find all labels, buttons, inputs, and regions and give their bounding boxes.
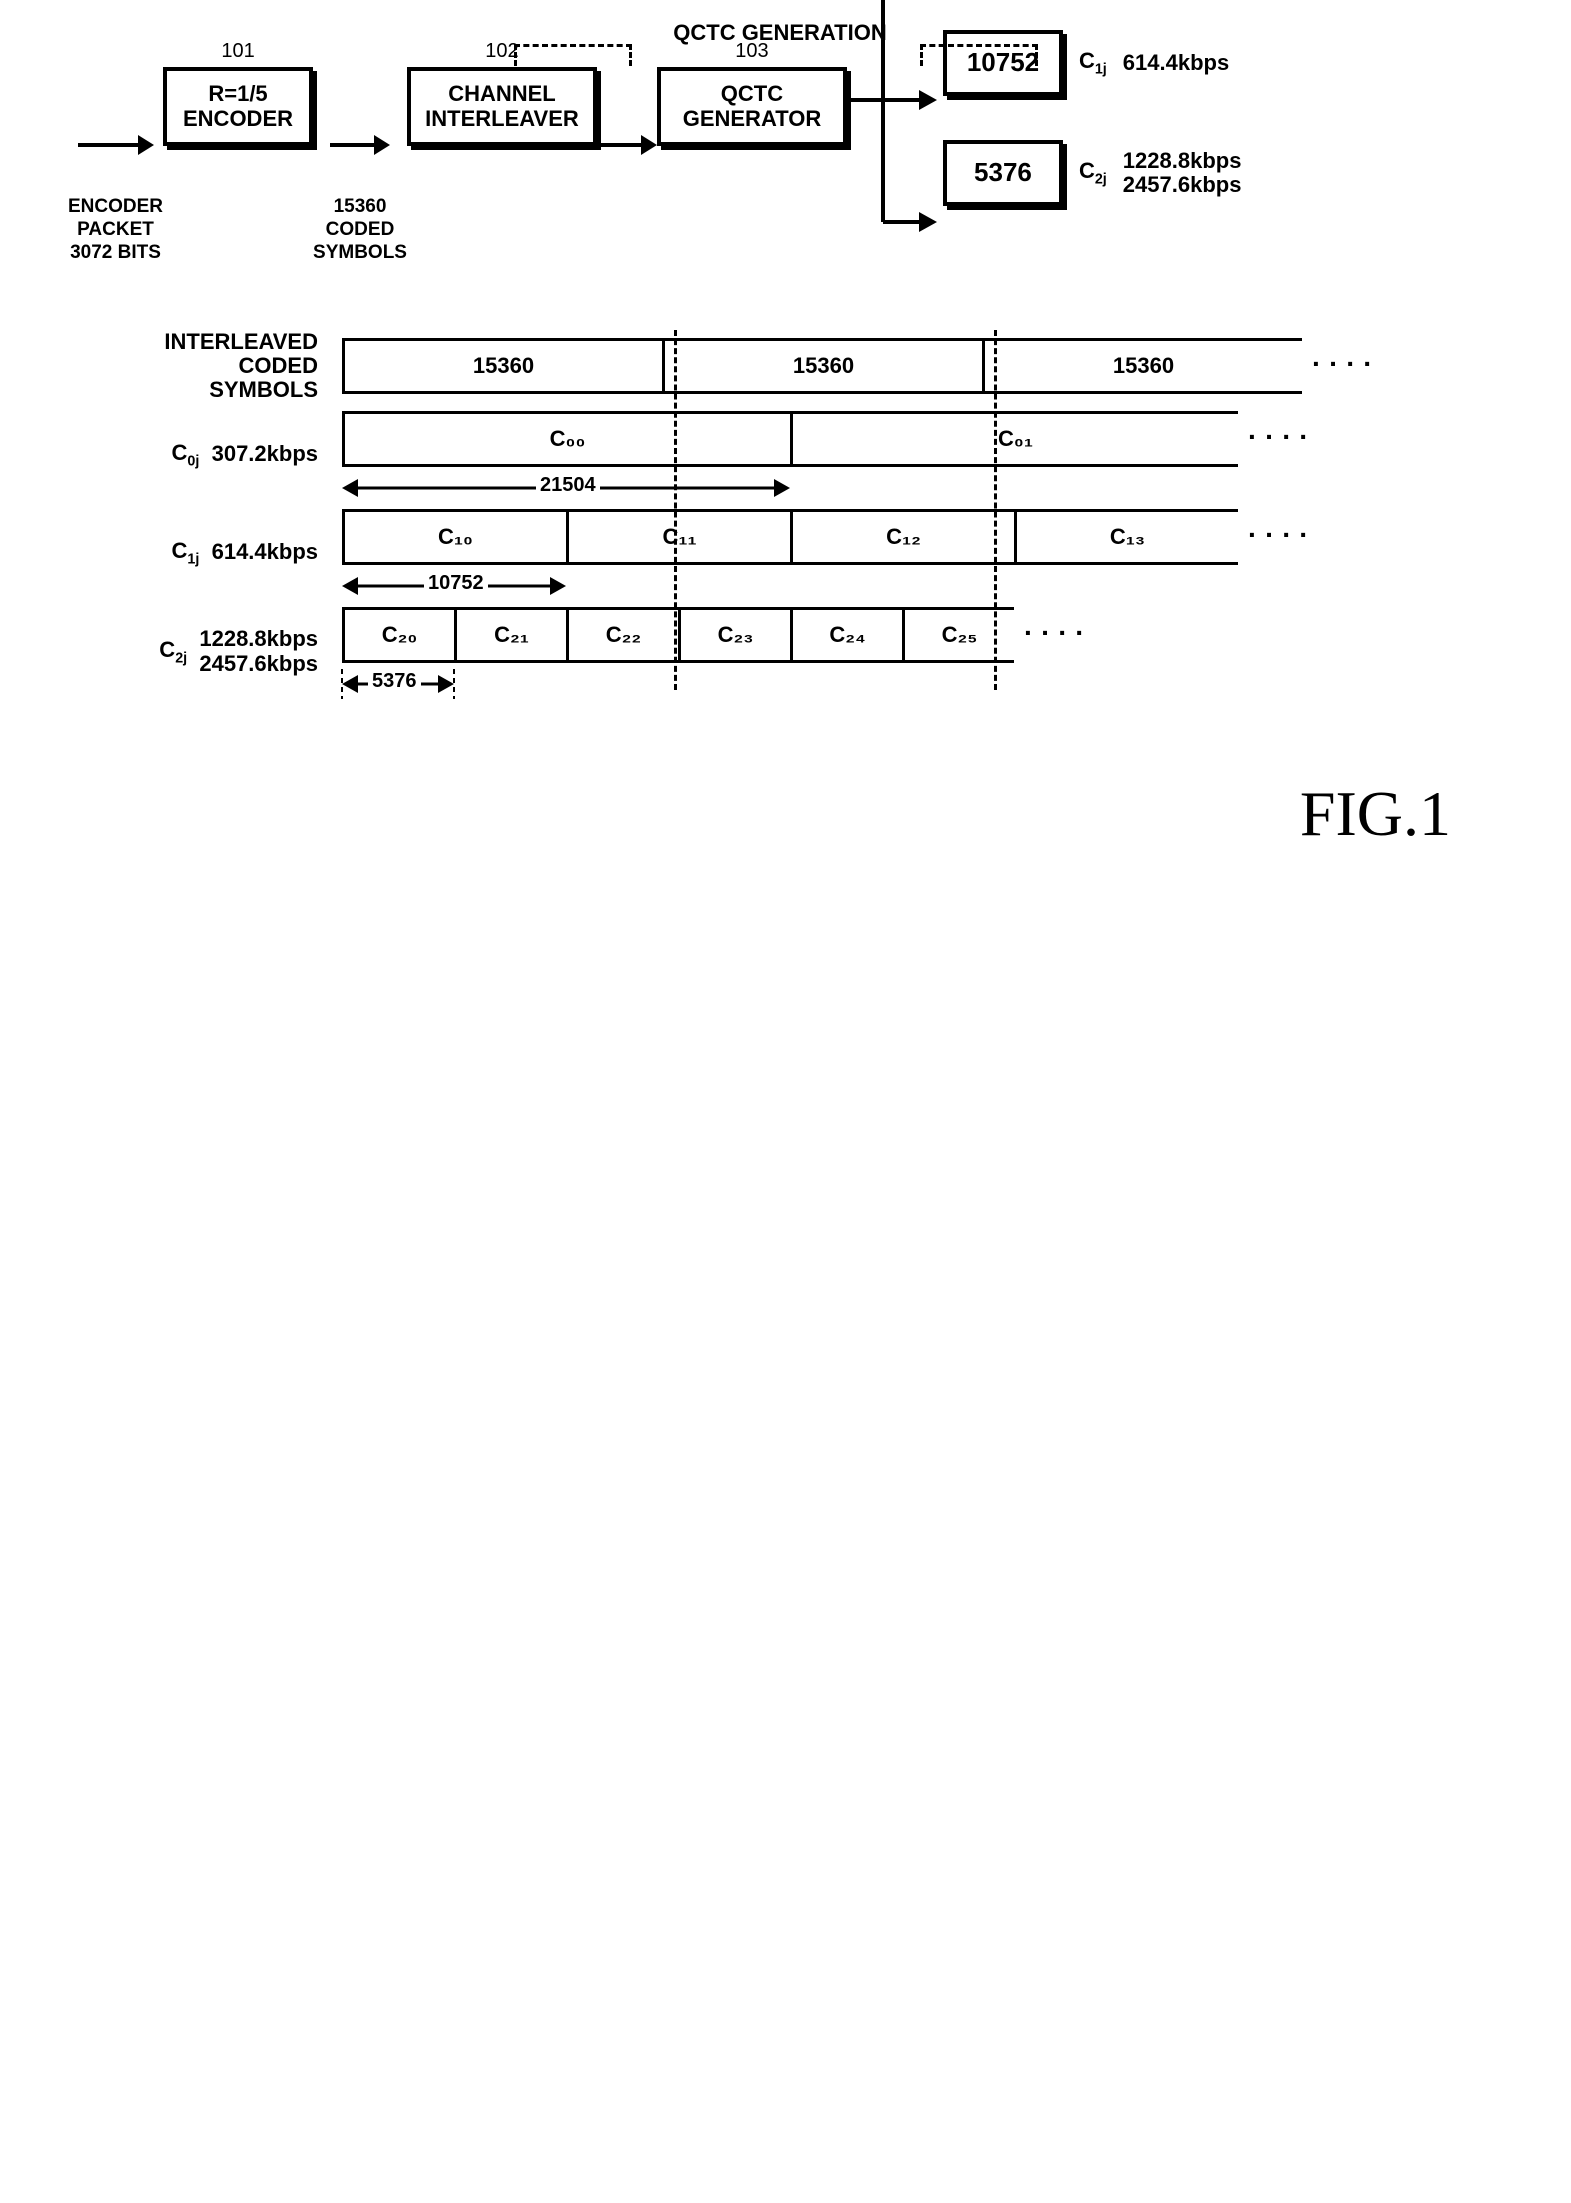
code-cell: C₂₄ xyxy=(790,607,902,663)
code-cell: C₀₁ xyxy=(790,411,1238,467)
code-row: C1j 614.4kbps C₁₀C₁₁C₁₂C₁₃· · · · 10752 xyxy=(68,509,1531,599)
encoder-num: 101 xyxy=(221,40,254,63)
input-label: ENCODER PACKET 3072 BITS xyxy=(68,196,163,264)
code-cell: C₁₀ xyxy=(342,509,566,565)
output-block-2: 5376 xyxy=(943,140,1063,206)
interleaved-label: INTERLEAVED CODED SYMBOLS xyxy=(68,330,318,403)
symbol-cell: 15360 xyxy=(342,338,662,394)
bottom-diagram: INTERLEAVED CODED SYMBOLS 15360153601536… xyxy=(68,330,1531,697)
branch-svg xyxy=(847,0,937,270)
code-cell: C₂₁ xyxy=(454,607,566,663)
ellipsis: · · · · xyxy=(1238,411,1309,467)
code-cell: C₂₃ xyxy=(678,607,790,663)
output-rate-1: 614.4kbps xyxy=(1123,50,1229,76)
dim-wrap: 10752 xyxy=(342,567,1531,599)
code-row: C0j 307.2kbps C₀₀C₀₁· · · · 21504 xyxy=(68,411,1531,501)
code-cell: C₂₂ xyxy=(566,607,678,663)
code-cell: C₁₁ xyxy=(566,509,790,565)
interleaver-line1: CHANNEL xyxy=(425,81,579,106)
row-left-label: C0j 307.2kbps xyxy=(68,441,318,470)
dashed-bracket-right xyxy=(920,44,1038,66)
code-cell: C₀₀ xyxy=(342,411,790,467)
code-cell: C₁₂ xyxy=(790,509,1014,565)
dimension-arrow: 10752 xyxy=(342,571,1531,601)
output-sym-1: C1j xyxy=(1079,48,1107,77)
generator-line2: GENERATOR xyxy=(675,106,829,131)
code-cell: C₂₅ xyxy=(902,607,1014,663)
symbol-cell: 15360 xyxy=(982,338,1302,394)
symbols-bar: 153601536015360· · · · xyxy=(342,338,1531,394)
dim-wrap: 21504 xyxy=(342,469,1531,501)
encoder-block: R=1/5 ENCODER xyxy=(163,67,313,146)
code-cell: C₂₀ xyxy=(342,607,454,663)
encoder-line2: ENCODER xyxy=(181,106,295,131)
symbol-cell: 15360 xyxy=(662,338,982,394)
ellipsis: · · · · xyxy=(1302,338,1373,394)
output-row-2: 5376 C2j 1228.8kbps 2457.6kbps xyxy=(943,140,1241,206)
code-bar: C₂₀C₂₁C₂₂C₂₃C₂₄C₂₅· · · · xyxy=(342,607,1531,663)
mid-label: 15360 CODED SYMBOLS xyxy=(313,196,407,264)
dim-wrap: 5376 xyxy=(342,665,1531,697)
output-sym-2: C2j xyxy=(1079,158,1107,187)
code-cell: C₁₃ xyxy=(1014,509,1238,565)
qctc-generation-label: QCTC GENERATION xyxy=(520,20,1040,46)
row-left-label: C1j 614.4kbps xyxy=(68,539,318,568)
figure-1-diagram: QCTC GENERATION ENCODER PACKET 3072 BITS… xyxy=(40,40,1531,851)
dimension-arrow: 21504 xyxy=(342,473,1531,503)
generator-line1: QCTC xyxy=(675,81,829,106)
dashed-bracket-left xyxy=(514,44,632,66)
interleaver-block: CHANNEL INTERLEAVER xyxy=(407,67,597,146)
code-bar: C₀₀C₀₁· · · · xyxy=(342,411,1531,467)
ellipsis: · · · · xyxy=(1238,509,1309,565)
top-flow: ENCODER PACKET 3072 BITS 101 R=1/5 ENCOD… xyxy=(68,40,1531,270)
input-arrow xyxy=(78,100,154,190)
row-left-label: C2j 1228.8kbps 2457.6kbps xyxy=(68,627,318,675)
figure-label: FIG.1 xyxy=(40,777,1451,851)
code-bar: C₁₀C₁₁C₁₂C₁₃· · · · xyxy=(342,509,1531,565)
output-rate-2: 1228.8kbps 2457.6kbps xyxy=(1123,149,1242,197)
encoder-line1: R=1/5 xyxy=(181,81,295,106)
ellipsis: · · · · xyxy=(1014,607,1085,663)
arrow-int-to-gen xyxy=(597,100,657,190)
dimension-arrow: 5376 xyxy=(342,669,1531,699)
code-row: C2j 1228.8kbps 2457.6kbps C₂₀C₂₁C₂₂C₂₃C₂₄… xyxy=(68,607,1531,697)
generator-block: QCTC GENERATOR xyxy=(657,67,847,146)
arrow-enc-to-int xyxy=(330,100,390,190)
interleaver-line2: INTERLEAVER xyxy=(425,106,579,131)
